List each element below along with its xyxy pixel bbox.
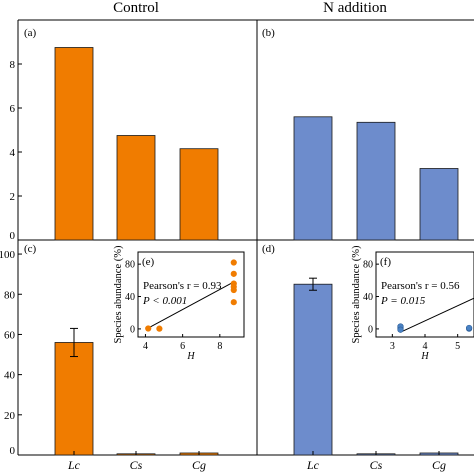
x-tick-label: 3 [390,341,395,352]
column-title-control: Control [113,0,159,16]
x-tick-label: Cs [130,458,143,472]
scatter-point [397,326,404,333]
x-tick-label: Lc [67,458,81,472]
panel-label: (c) [24,243,37,255]
y-tick-label: 2 [10,191,16,203]
y-tick-label: 4 [10,147,16,159]
column-title-n-addition: N addition [323,0,387,16]
y-axis-label: Species abundance (%) [113,245,124,343]
x-tick-label: 6 [180,341,185,352]
x-tick-label: Cg [192,458,206,472]
annotation-p-value: P < 0.001 [142,295,187,307]
figure-frame [17,19,474,456]
fit-line [147,281,235,329]
fit-line [400,297,474,333]
bar [54,342,94,456]
x-axis-label: H [186,351,195,362]
panel-label: (d) [262,243,275,255]
scatter-point [230,259,237,266]
y-tick-label: 60 [4,329,16,341]
y-tick-label: 0 [10,445,16,457]
y-tick-label: 40 [4,370,16,382]
bar [116,135,156,241]
bar [54,47,94,241]
inset-frame [137,251,245,338]
annotation-pearson: Pearson's r = 0.56 [381,280,460,292]
annotation-p-value: P = 0.015 [380,295,426,307]
y-tick-label: 0 [130,324,135,335]
y-tick-label: 80 [125,260,135,271]
y-tick-label: 0 [368,324,373,335]
y-axis-label: Species abundance (%) [351,245,362,343]
bar [293,283,333,456]
inset-frame [375,251,474,338]
y-tick-label: 0 [10,230,16,242]
y-tick-label: 100 [0,249,16,261]
bar [419,168,459,241]
bar [293,116,333,241]
x-tick-label: Lc [306,458,320,472]
scatter-point [466,324,473,332]
x-tick-label: 5 [455,341,460,352]
y-tick-label: 40 [125,292,135,303]
y-tick-label: 8 [10,59,16,71]
scatter-point [145,325,152,332]
scatter-point [156,325,163,332]
x-tick-label: 8 [217,341,222,352]
bar [179,148,219,241]
annotation-pearson: Pearson's r = 0.93 [143,280,222,292]
y-tick-label: 40 [363,292,373,303]
x-tick-label: 4 [143,341,148,352]
x-tick-label: Cg [432,458,446,472]
scatter-inset: (e) 0 40 80 4 6 8 H Species abundance (%) Pearson… [113,245,245,362]
scatter-point [230,270,237,277]
panel-label: (a) [24,27,37,39]
y-tick-label: 80 [4,289,16,301]
x-axis-label: H [420,351,429,362]
x-tick-label: Cs [370,458,383,472]
bar [356,121,396,241]
scatter-point [230,286,237,294]
scatter-inset: (f) 0 40 80 3 4 5 H Species abundance (%) Pearson… [351,245,474,362]
y-tick-label: 20 [4,410,16,422]
y-tick-label: 80 [363,260,373,271]
x-tick-label: 4 [423,341,428,352]
scatter-point [230,299,237,306]
panel-label: (e) [142,256,155,268]
panel-label: (b) [262,27,275,39]
y-tick-label: 6 [10,103,16,115]
panel-label: (f) [380,256,391,268]
